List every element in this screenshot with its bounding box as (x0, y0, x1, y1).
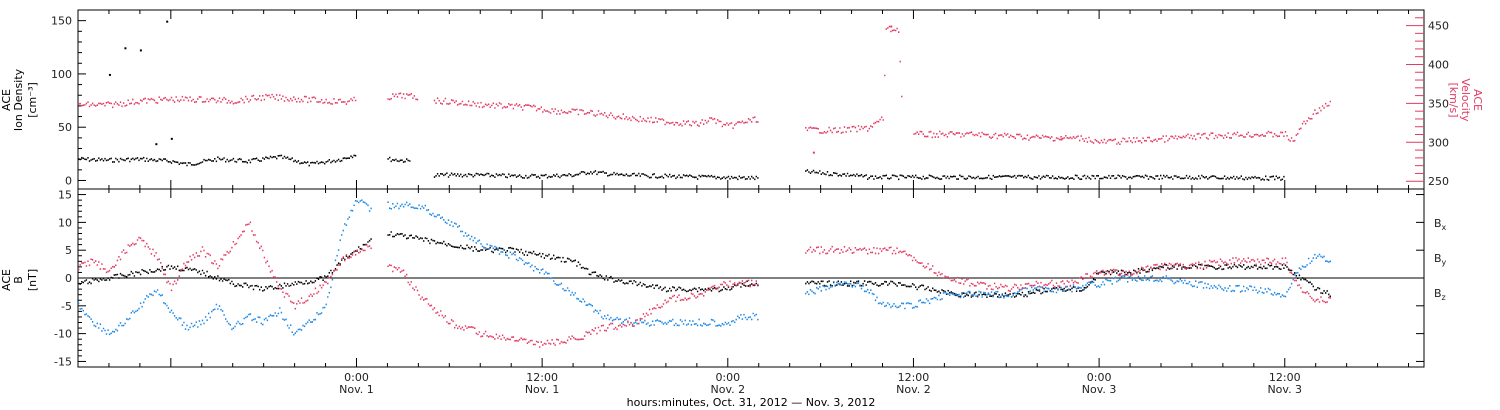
velocity-tick-label: 300 (1428, 136, 1449, 149)
bx-trace (387, 231, 759, 293)
time-tick-label: 0:00 (715, 371, 740, 384)
field-tick-label: 15 (58, 189, 72, 202)
time-tick-label: 0:00 (1087, 371, 1112, 384)
time-tick-label: 0:00 (344, 371, 369, 384)
density-axis-label-line2: Ion Density (12, 68, 25, 131)
velocity-outlier-point (1060, 138, 1063, 141)
legend-bz: Bz (1434, 287, 1446, 302)
density-outlier-point (155, 143, 158, 146)
by-trace (387, 201, 759, 327)
bz-trace (805, 245, 1331, 304)
density-trace (805, 169, 1285, 181)
date-tick-label: Nov. 1 (525, 383, 560, 396)
bz-trace (78, 221, 372, 310)
by-trace (78, 199, 372, 336)
velocity-axis-label: ACE Velocity [km/s] (1447, 78, 1484, 122)
date-tick-label: Nov. 3 (1267, 383, 1302, 396)
field-axis-label-line2: B (12, 276, 25, 284)
velocity-axis-label-line2: Velocity (1459, 78, 1472, 122)
time-tick-label: 12:00 (526, 371, 558, 384)
density-axis-label: ACE Ion Density [cm⁻³] (0, 68, 39, 131)
field-tick-label: 5 (65, 244, 72, 257)
velocity-axis-label-line1: ACE (1471, 89, 1484, 111)
bx-trace (78, 238, 372, 292)
density-outlier-point (124, 47, 127, 50)
density-tick-label: 0 (65, 174, 72, 187)
velocity-tick-label: 400 (1428, 58, 1449, 71)
legend-bx: Bx (1434, 217, 1447, 232)
velocity-trace (433, 97, 759, 129)
field-tick-label: -15 (54, 355, 72, 368)
density-trace (387, 156, 411, 163)
field-tick-label: -10 (54, 328, 72, 341)
density-axis-label-line3: [cm⁻³] (26, 82, 39, 118)
date-tick-label: Nov. 2 (896, 383, 931, 396)
time-tick-label: 12:00 (898, 371, 930, 384)
field-axis-label-line3: [nT] (26, 269, 39, 291)
field-tick-label: 10 (58, 216, 72, 229)
velocity-outlier-point (890, 25, 893, 28)
axis-ticks: 0 50 100 150 250 300 350 400 450 -15 -10 -5 0 5 10 15 0:… (51, 10, 1449, 396)
plasma-plot-area (78, 20, 1331, 181)
field-plot-area (78, 199, 1331, 348)
velocity-tick-label: 450 (1428, 20, 1449, 33)
velocity-tick-label: 250 (1428, 175, 1449, 188)
velocity-trace (913, 100, 1331, 145)
density-outlier-point (139, 49, 142, 52)
velocity-trace (78, 93, 357, 109)
velocity-outlier-point (812, 151, 815, 154)
date-tick-label: Nov. 2 (710, 383, 745, 396)
density-tick-label: 100 (51, 68, 72, 81)
field-tick-label: -5 (61, 300, 72, 313)
density-trace (78, 154, 357, 167)
field-tick-label: 0 (65, 272, 72, 285)
x-axis-title: hours:minutes, Oct. 31, 2012 — Nov. 3, 2… (627, 396, 876, 409)
density-outlier-point (166, 20, 169, 23)
velocity-trace (805, 25, 903, 134)
density-tick-label: 50 (58, 121, 72, 134)
density-axis-label-line1: ACE (0, 89, 13, 111)
legend-by: By (1434, 252, 1447, 267)
field-axis-label: ACE B [nT] (0, 269, 39, 291)
density-outlier-point (108, 73, 111, 76)
plasma-panel-frame (77, 9, 1425, 190)
field-axis-label-line1: ACE (0, 269, 13, 291)
density-trace (433, 170, 759, 181)
by-trace (805, 253, 1331, 310)
date-tick-label: Nov. 1 (339, 383, 374, 396)
date-tick-label: Nov. 3 (1082, 383, 1117, 396)
bz-trace (387, 264, 759, 348)
bx-trace (805, 263, 1331, 298)
density-tick-label: 150 (51, 15, 72, 28)
time-tick-label: 12:00 (1269, 371, 1301, 384)
density-outlier-point (170, 137, 173, 140)
legend: Bx By Bz (1434, 217, 1447, 302)
velocity-axis-label-line3: [km/s] (1447, 82, 1460, 117)
velocity-trace (387, 92, 419, 101)
velocity-tick-label: 350 (1428, 97, 1449, 110)
